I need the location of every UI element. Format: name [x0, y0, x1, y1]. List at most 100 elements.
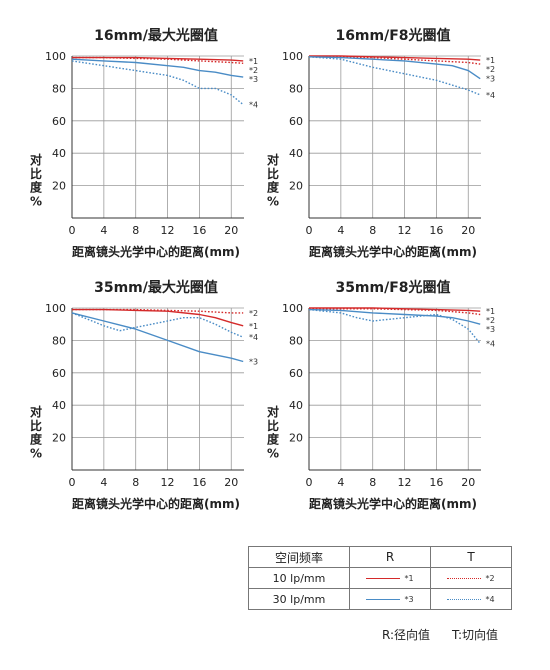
series-line-t10 — [72, 308, 244, 314]
y-tick-label: 60 — [289, 115, 303, 128]
x-tick-label: 16 — [192, 224, 206, 237]
x-tick-label: 8 — [369, 476, 376, 489]
series-line-t30 — [71, 60, 244, 106]
series-end-label: *4 — [486, 91, 495, 100]
legend-swatch-t30: *4 — [430, 588, 512, 610]
series-line-r30 — [308, 308, 481, 325]
solid-red-line-swatch — [366, 577, 401, 579]
x-tick-label: 0 — [69, 224, 76, 237]
series-end-label: *1 — [486, 56, 495, 65]
legend-row-10lp: 10 lp/mm *1 *2 — [248, 567, 512, 589]
series-line-t10 — [309, 308, 481, 316]
y-tick-label: 100 — [282, 302, 303, 315]
x-tick-label: 0 — [69, 476, 76, 489]
chart-title: 16mm/最大光圈值 — [94, 27, 218, 44]
series-end-label: *2 — [249, 66, 258, 75]
x-tick-label: 20 — [224, 476, 238, 489]
legend-table: 空间频率 R T 10 lp/mm *1 *2 30 lp/mm *3 *4 — [248, 546, 512, 610]
x-tick-label: 4 — [337, 476, 344, 489]
y-tick-label: 20 — [52, 180, 66, 193]
footnote-radial: R:径向值 — [382, 628, 431, 642]
series-end-label: *3 — [249, 357, 258, 366]
y-tick-label: 100 — [282, 50, 303, 63]
x-axis-label: 距离镜头光学中心的距离(mm) — [309, 496, 477, 511]
solid-blue-line-swatch — [366, 598, 401, 600]
series-line-r30 — [308, 56, 481, 80]
x-tick-label: 4 — [100, 476, 107, 489]
y-tick-label: 100 — [45, 302, 66, 315]
y-tick-label: 60 — [52, 115, 66, 128]
y-axis-label: 对比度% — [267, 404, 280, 460]
x-tick-label: 8 — [132, 476, 139, 489]
legend-frequency-label: 30 lp/mm — [248, 588, 350, 610]
legend-tag: *3 — [404, 594, 414, 604]
x-tick-label: 0 — [306, 476, 313, 489]
legend-tag: *1 — [404, 573, 414, 583]
legend-row-30lp: 30 lp/mm *3 *4 — [248, 588, 512, 610]
y-tick-label: 80 — [52, 82, 66, 95]
legend-swatch-t10: *2 — [430, 567, 512, 589]
series-end-label: *4 — [486, 340, 495, 349]
y-tick-label: 20 — [289, 180, 303, 193]
y-tick-label: 20 — [52, 432, 66, 445]
y-axis-label: 对比度% — [30, 152, 43, 208]
series-end-label: *4 — [249, 101, 258, 110]
series-line-t30 — [71, 312, 244, 338]
series-end-label: *2 — [249, 309, 258, 318]
x-tick-label: 12 — [161, 224, 175, 237]
series-line-t10 — [72, 56, 244, 64]
x-tick-label: 12 — [398, 224, 412, 237]
x-tick-label: 4 — [337, 224, 344, 237]
y-tick-label: 80 — [52, 334, 66, 347]
x-tick-label: 8 — [132, 224, 139, 237]
y-tick-label: 60 — [289, 367, 303, 380]
x-tick-label: 20 — [461, 224, 475, 237]
series-end-label: *2 — [486, 316, 495, 325]
x-tick-label: 20 — [461, 476, 475, 489]
y-tick-label: 40 — [289, 399, 303, 412]
x-axis-label: 距离镜头光学中心的距离(mm) — [72, 244, 240, 259]
y-tick-label: 20 — [289, 432, 303, 445]
legend-swatch-r30: *3 — [349, 588, 431, 610]
x-tick-label: 0 — [306, 224, 313, 237]
series-end-label: *1 — [486, 307, 495, 316]
dotted-red-line-swatch — [447, 577, 482, 579]
series-line-r30 — [71, 58, 244, 78]
chart-title: 35mm/F8光圈值 — [335, 279, 450, 296]
legend-header-frequency: 空间频率 — [248, 546, 350, 568]
y-tick-label: 40 — [52, 399, 66, 412]
y-tick-label: 80 — [289, 82, 303, 95]
legend-header-r: R — [349, 546, 431, 568]
x-tick-label: 8 — [369, 224, 376, 237]
legend-swatch-r10: *1 — [349, 567, 431, 589]
chart-title: 16mm/F8光圈值 — [335, 27, 450, 44]
x-tick-label: 16 — [429, 476, 443, 489]
series-end-label: *3 — [486, 325, 495, 334]
y-axis-label: 对比度% — [30, 404, 43, 460]
chart-title: 35mm/最大光圈值 — [94, 279, 218, 296]
x-tick-label: 20 — [224, 224, 238, 237]
legend-header-t: T — [430, 546, 512, 568]
x-tick-label: 12 — [161, 476, 175, 489]
y-tick-label: 40 — [52, 147, 66, 160]
series-end-label: *3 — [486, 75, 495, 84]
y-tick-label: 100 — [45, 50, 66, 63]
x-axis-label: 距离镜头光学中心的距离(mm) — [309, 244, 477, 259]
x-axis-label: 距离镜头光学中心的距离(mm) — [72, 496, 240, 511]
dotted-blue-line-swatch — [447, 598, 482, 600]
series-line-t30 — [308, 308, 481, 345]
y-axis-label: 对比度% — [267, 152, 280, 208]
legend-header-row: 空间频率 R T — [248, 546, 512, 568]
y-tick-label: 60 — [52, 367, 66, 380]
series-line-t30 — [308, 56, 481, 96]
x-tick-label: 12 — [398, 476, 412, 489]
series-line-r10 — [72, 308, 244, 327]
series-end-label: *1 — [249, 322, 258, 331]
x-tick-label: 4 — [100, 224, 107, 237]
series-line-t10 — [309, 56, 481, 65]
series-end-label: *1 — [249, 57, 258, 66]
legend-tag: *4 — [485, 594, 495, 604]
series-end-label: *3 — [249, 75, 258, 84]
series-line-r30 — [71, 312, 244, 363]
